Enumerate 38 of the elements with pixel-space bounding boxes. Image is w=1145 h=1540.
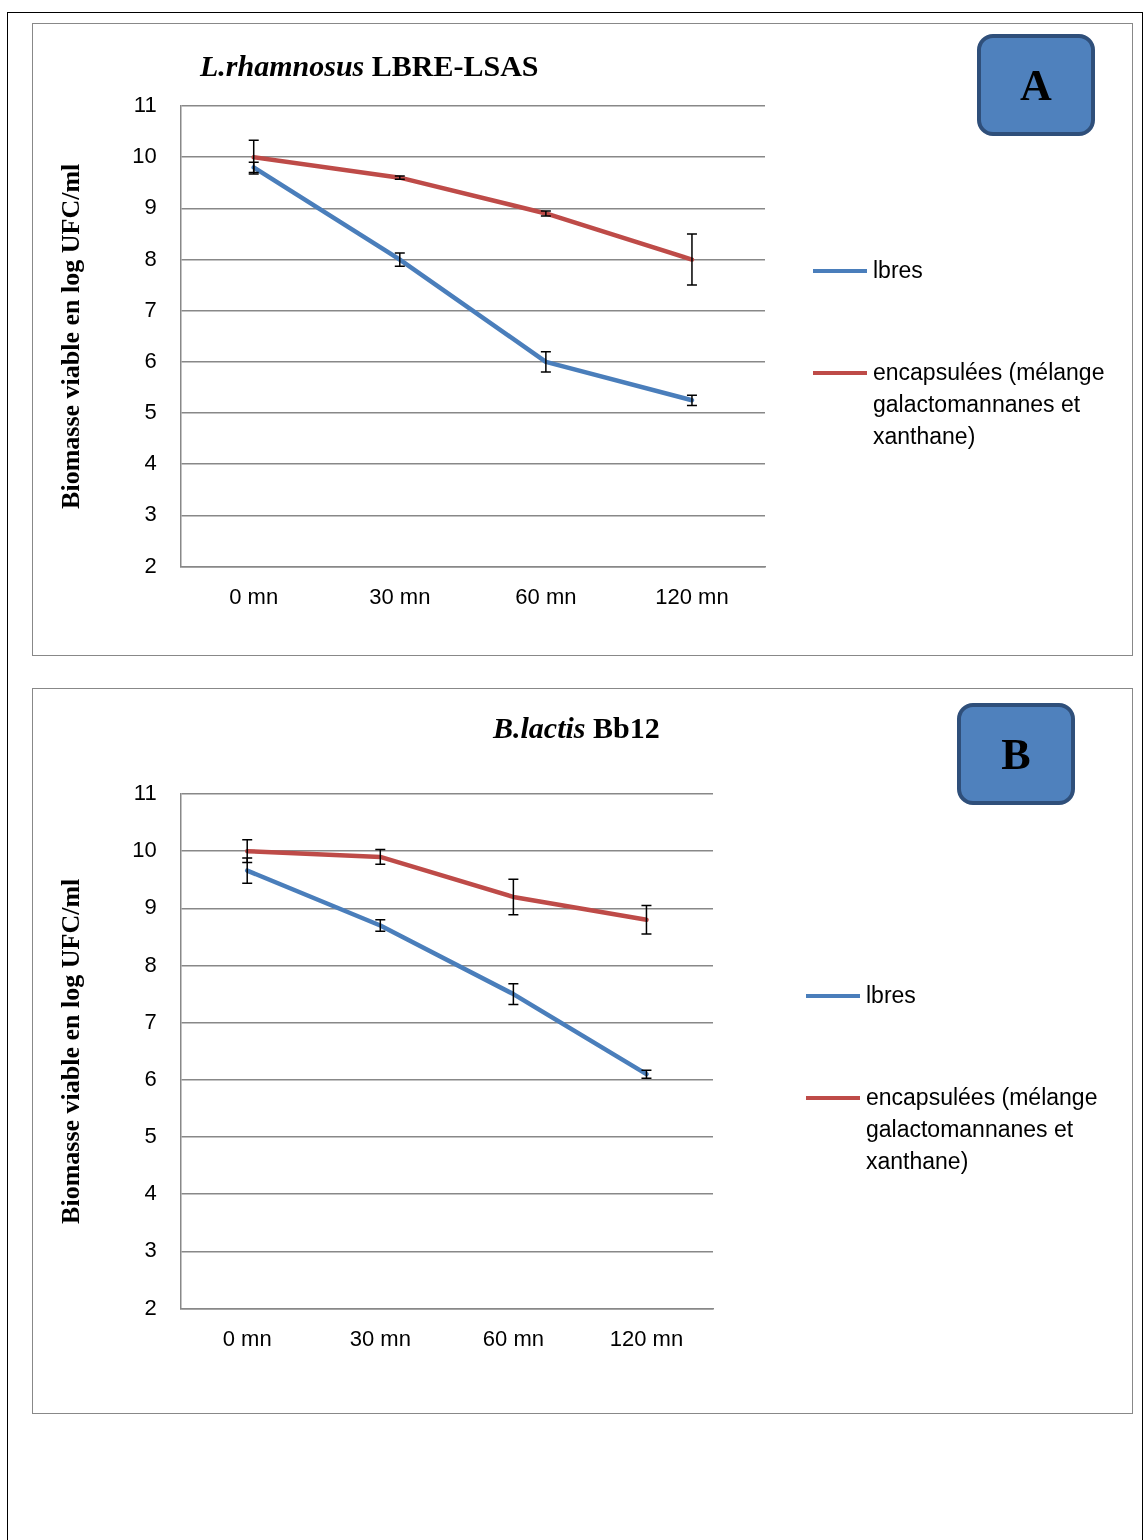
y-tick-label: 10 [132,837,157,863]
legend-label: encapsulées (mélange galactomannanes et xanthane) [865,1083,1099,1176]
y-tick-label: 6 [144,1065,157,1091]
y-tick-label: 4 [144,1180,157,1206]
y-tick-label: 9 [144,894,157,920]
y-tick-label: 11 [133,92,157,118]
x-tick-label: 120 mn [609,1325,684,1351]
text: B [957,703,1075,805]
y-tick-label: 4 [144,450,157,476]
x-tick-label: 60 mn [515,583,577,609]
x-tick-label: 120 mn [655,583,729,609]
y-tick-label: 3 [144,501,157,527]
text: A [977,34,1095,136]
legend-label: lbres [865,981,917,1010]
y-tick-label: 8 [144,951,157,977]
y-axis-title: Biomasse viable en log UFC/ml [56,163,86,509]
x-tick-label: 30 mn [369,583,431,609]
legend-label: lbres [872,256,924,285]
y-tick-label: 7 [144,1008,157,1034]
y-tick-label: 7 [144,296,157,322]
chart-title: L.rhamnosus LBRE-LSAS [200,49,539,83]
y-tick-label: 3 [144,1237,157,1263]
y-tick-label: 2 [144,1294,157,1320]
y-axis-title: Biomasse viable en log UFC/ml [56,878,86,1224]
y-tick-label: 2 [144,552,157,578]
y-tick-label: 11 [133,780,157,806]
legend-label: encapsulées (mélange galactomannanes et xanthane) [872,358,1106,451]
x-tick-label: 0 mn [229,583,279,609]
x-tick-label: 30 mn [349,1325,411,1351]
x-tick-label: 60 mn [482,1325,544,1351]
y-tick-label: 5 [144,399,157,425]
y-tick-label: 8 [144,245,157,271]
y-tick-label: 9 [144,194,157,220]
y-tick-label: 5 [144,1123,157,1149]
x-tick-label: 0 mn [222,1325,272,1351]
y-tick-label: 6 [144,347,157,373]
y-tick-label: 10 [132,143,157,169]
chart-title: B.lactis Bb12 [493,711,660,745]
